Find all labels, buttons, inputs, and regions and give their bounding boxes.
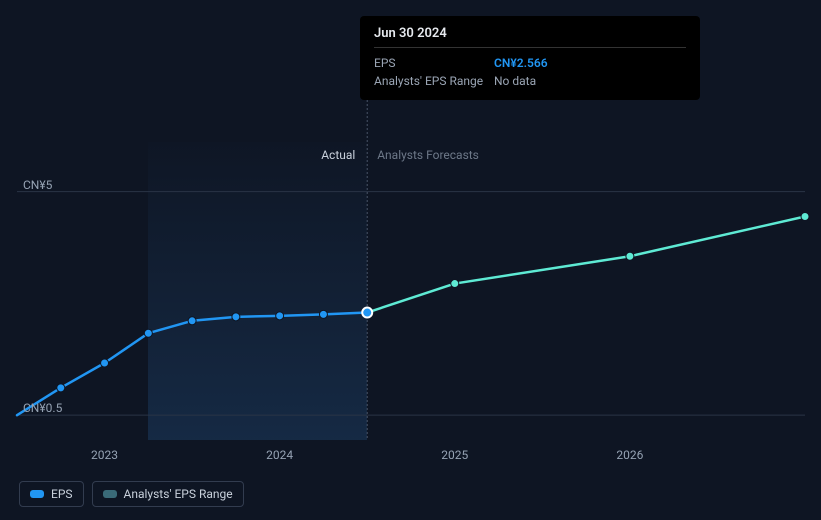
legend-swatch <box>103 490 117 498</box>
eps-forecast-chart: Actual Analysts Forecasts Jun 30 2024 EP… <box>0 0 821 520</box>
tooltip-value: CN¥2.566 <box>494 54 548 72</box>
legend-item-eps[interactable]: EPS <box>19 481 84 507</box>
tooltip-row-range: Analysts' EPS Range No data <box>374 72 686 90</box>
chart-legend: EPS Analysts' EPS Range <box>19 481 244 507</box>
tooltip-key: Analysts' EPS Range <box>374 72 494 90</box>
forecast-section-label: Analysts Forecasts <box>377 148 479 162</box>
legend-label: EPS <box>51 487 73 501</box>
legend-swatch <box>30 490 44 498</box>
y-axis-label: CN¥0.5 <box>23 401 62 415</box>
x-axis-label: 2023 <box>91 448 118 462</box>
x-axis-label: 2024 <box>266 448 293 462</box>
legend-item-analysts-range[interactable]: Analysts' EPS Range <box>92 481 244 507</box>
legend-label: Analysts' EPS Range <box>124 487 233 501</box>
tooltip-date: Jun 30 2024 <box>374 26 686 41</box>
x-axis-label: 2026 <box>616 448 643 462</box>
x-axis-label: 2025 <box>441 448 468 462</box>
chart-tooltip: Jun 30 2024 EPS CN¥2.566 Analysts' EPS R… <box>360 16 700 100</box>
tooltip-separator <box>374 47 686 48</box>
y-axis-label: CN¥5 <box>23 178 52 192</box>
tooltip-value: No data <box>494 72 536 90</box>
tooltip-key: EPS <box>374 54 494 72</box>
tooltip-row-eps: EPS CN¥2.566 <box>374 54 686 72</box>
actual-section-label: Actual <box>321 148 355 162</box>
